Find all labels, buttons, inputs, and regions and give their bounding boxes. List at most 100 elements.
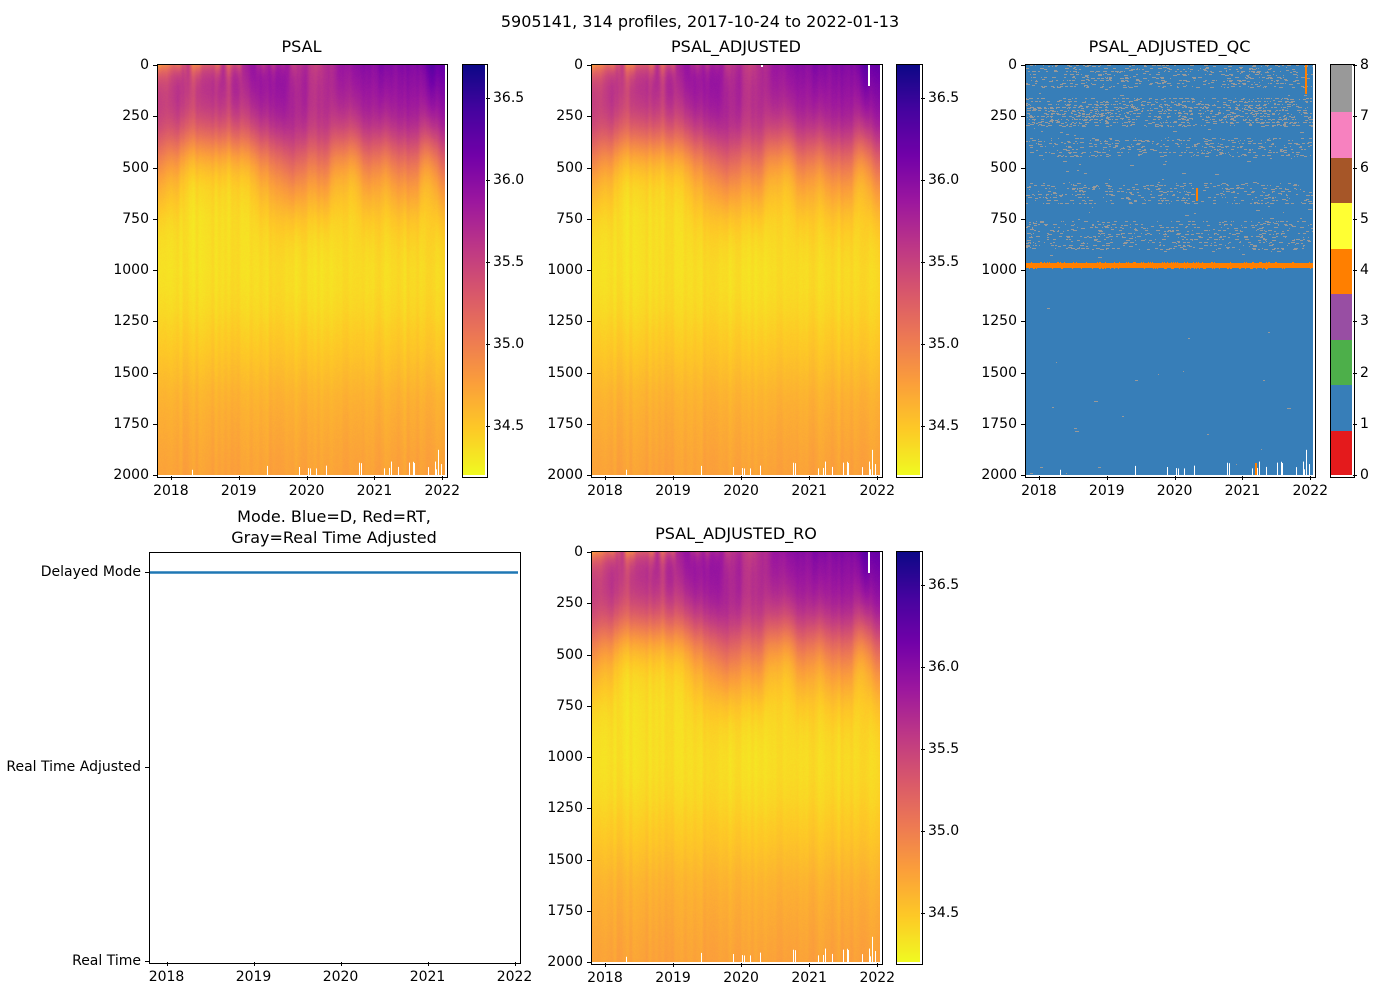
x-tick-label: 2018 [587,970,623,986]
x-tick-label: 2020 [723,970,759,986]
chart-title: Gray=Real Time Adjusted [231,528,437,547]
axis-tick-mark [1353,270,1357,271]
axis-tick-mark [587,706,591,707]
y-tick-label: 250 [556,595,583,612]
axis-tick-mark [171,476,172,480]
axis-tick-mark [1021,116,1025,117]
colorbar-tick-label: 36.0 [493,171,525,188]
x-tick-label: 2018 [587,483,623,499]
axis-tick-mark [239,476,240,480]
axis-tick-mark [921,98,925,99]
axis-tick-mark [587,168,591,169]
axis-tick-mark [254,962,255,966]
colorbar-tick-label: 7 [1360,108,1369,125]
axis-tick-mark [374,476,375,480]
colorbar-tick-label: 4 [1360,262,1369,278]
y-tick-label: 1250 [547,800,583,817]
x-tick-label: 2020 [1156,483,1193,499]
axis-tick-mark [673,963,674,967]
x-tick-label: 2019 [655,483,691,499]
colorbar-tick-label: 5 [1360,210,1369,227]
psal-adjusted-qc-plot-canvas [1026,65,1313,475]
y-tick-label: 1750 [981,415,1017,432]
axis-tick-mark [587,65,591,66]
axis-tick-mark [486,344,490,345]
colorbar-tick-label: 36.5 [493,89,525,106]
axis-tick-mark [587,655,591,656]
axis-tick-mark [153,219,157,220]
y-tick-label: Real Time [72,953,141,969]
colorbar-tick-label: 2 [1360,364,1369,381]
chart-title: PSAL_ADJUSTED [670,37,801,56]
axis-tick-mark [1021,270,1025,271]
y-tick-label: 1000 [113,262,149,278]
psal-plot-canvas [158,65,445,475]
axis-tick-mark [153,270,157,271]
axis-tick-mark [515,962,516,966]
colorbar-tick-label: 36.0 [928,171,960,188]
colorbar-tick-label: 36.0 [928,658,960,675]
axis-tick-mark [145,572,149,573]
axis-tick-mark [673,476,674,480]
x-tick-label: 2018 [153,483,189,499]
axis-tick-mark [1021,321,1025,322]
colorbar-tick-label: 35.0 [928,822,960,839]
axis-tick-mark [1039,476,1040,480]
axis-tick-mark [921,262,925,263]
y-tick-label: 0 [1008,57,1017,73]
x-tick-label: 2021 [791,483,827,499]
axis-tick-mark [486,426,490,427]
y-tick-label: 2000 [981,467,1017,483]
colorbar-tick-label: 1 [1360,415,1369,432]
psal-adjusted-ro-colorbar-canvas [897,552,920,962]
axis-tick-mark [587,373,591,374]
axis-tick-mark [587,321,591,322]
axis-tick-mark [153,475,157,476]
y-tick-label: 1750 [113,415,149,432]
y-tick-label: 750 [556,210,583,227]
chart-title: PSAL_ADJUSTED_RO [655,524,817,543]
y-tick-label: 750 [122,210,149,227]
y-tick-label: 250 [556,108,583,125]
axis-tick-mark [587,219,591,220]
colorbar-tick-label: 34.5 [928,417,960,434]
colorbar-tick-label: 35.0 [493,335,525,352]
axis-tick-mark [877,476,878,480]
y-tick-label: 500 [556,646,583,663]
y-tick-label: 1250 [547,313,583,330]
x-tick-label: 2022 [424,483,461,499]
x-tick-label: 2019 [1088,483,1125,499]
colorbar-tick-label: 35.5 [928,740,960,757]
psal-adjusted-qc-colorbar-canvas [1331,65,1352,475]
axis-tick-mark [605,963,606,967]
axis-tick-mark [153,116,157,117]
colorbar-tick-label: 34.5 [928,904,960,921]
axis-tick-mark [587,270,591,271]
y-tick-label: 2000 [547,954,583,970]
x-tick-label: 2020 [288,483,325,499]
y-tick-label: 0 [140,57,149,73]
chart-title: Mode. Blue=D, Red=RT, [237,507,431,526]
axis-tick-mark [153,373,157,374]
psal-adjusted-ro-plot-canvas [592,552,880,962]
axis-tick-mark [741,963,742,967]
axis-tick-mark [1353,321,1357,322]
axis-tick-mark [1353,424,1357,425]
y-tick-label: 500 [122,159,149,176]
axis-tick-mark [145,961,149,962]
axis-tick-mark [587,962,591,963]
axis-tick-mark [605,476,606,480]
axis-tick-mark [1353,65,1357,66]
axis-tick-mark [1353,168,1357,169]
colorbar-tick-label: 3 [1360,313,1369,330]
axis-tick-mark [1242,476,1243,480]
colorbar-tick-label: 8 [1360,57,1369,73]
y-tick-label: 1750 [547,902,583,919]
axis-tick-mark [1353,373,1357,374]
figure-title: 5905141, 314 profiles, 2017-10-24 to 202… [500,12,900,31]
axis-tick-mark [921,180,925,181]
axis-tick-mark [587,424,591,425]
axis-tick-mark [307,476,308,480]
x-tick-label: 2021 [1224,483,1261,499]
